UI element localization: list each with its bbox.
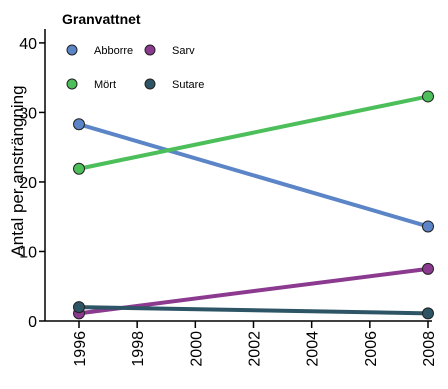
- data-point: [73, 301, 85, 314]
- y-tick-label: 40: [19, 36, 37, 53]
- data-point: [422, 90, 434, 103]
- legend-marker: [144, 44, 156, 56]
- x-tick-label: 2000: [188, 331, 205, 367]
- legend-marker: [144, 78, 156, 90]
- x-tick-label: 2002: [247, 331, 264, 367]
- y-tick-label: 10: [19, 244, 37, 261]
- series-line: [77, 122, 430, 229]
- data-point: [422, 262, 434, 275]
- data-point: [422, 220, 434, 233]
- legend-marker: [66, 78, 78, 90]
- x-tick-label: 2006: [363, 331, 380, 367]
- series-line: [77, 266, 430, 316]
- series-points: [73, 90, 434, 320]
- y-tick-label: 0: [28, 314, 37, 331]
- legend-marker: [66, 44, 78, 56]
- data-point: [73, 162, 85, 175]
- data-point: [422, 307, 434, 320]
- series-line: [77, 305, 430, 316]
- legend-label: Mört: [94, 79, 116, 91]
- legend-label: Abborre: [94, 45, 133, 57]
- chart-title: Granvattnet: [62, 11, 141, 27]
- axes: 0 10 20 30 40 1996 1998 2000 2002 2004 2006 2008: [19, 29, 438, 367]
- y-axis-label: Antal per ansträngning: [8, 85, 27, 256]
- y-tick-label: 20: [19, 175, 37, 192]
- legend: Abborre Sarv Mört Sutare: [66, 44, 204, 91]
- series-lines: [77, 94, 430, 316]
- data-point: [73, 118, 85, 131]
- legend-label: Sutare: [172, 79, 204, 91]
- y-tick-label: 30: [19, 105, 37, 122]
- x-tick-label: 2008: [421, 331, 438, 367]
- legend-label: Sarv: [172, 45, 195, 57]
- x-tick-label: 1996: [72, 331, 89, 367]
- x-tick-label: 1998: [130, 331, 147, 367]
- series-line: [77, 94, 430, 171]
- x-tick-label: 2004: [305, 331, 322, 367]
